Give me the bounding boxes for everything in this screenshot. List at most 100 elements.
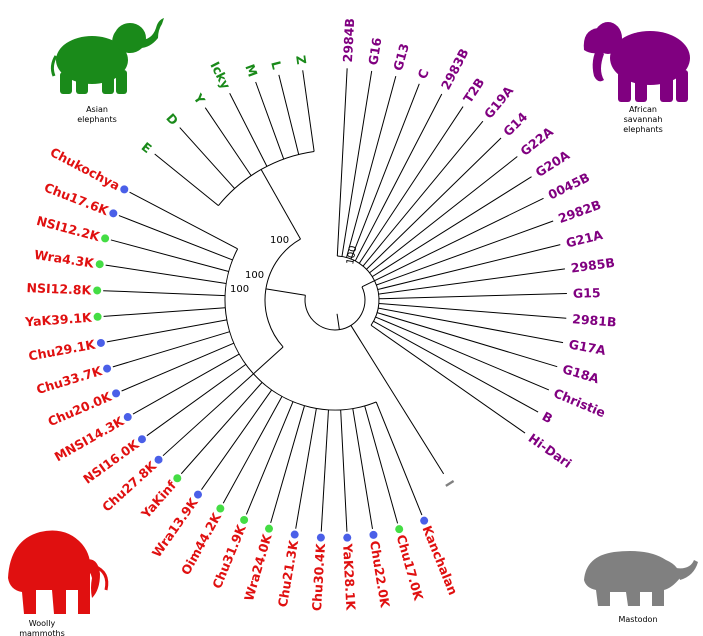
taxon-label: Z: [293, 54, 309, 65]
sample-dot: [420, 516, 429, 525]
branch: [260, 169, 301, 240]
taxon-label: 2981B: [572, 311, 617, 329]
branch-arc: [304, 286, 366, 331]
taxon-label: Wra24.0K: [241, 531, 275, 602]
sample-dot: [96, 338, 105, 347]
taxon-label: Y: [190, 90, 209, 108]
sample-dot: [343, 533, 352, 542]
sample-markers: [93, 185, 429, 542]
sample-dot: [395, 525, 404, 534]
branch: [110, 239, 229, 273]
branch: [340, 409, 348, 532]
branch: [103, 290, 226, 297]
branch: [162, 373, 254, 457]
branch: [370, 324, 526, 434]
sample-dot: [264, 524, 273, 533]
taxon-label: Kanchalan: [419, 523, 460, 597]
branch: [378, 268, 565, 295]
branch: [377, 244, 561, 290]
sample-dot: [93, 286, 102, 295]
branch: [118, 215, 233, 261]
branch: [373, 320, 539, 413]
branch: [201, 389, 273, 490]
taxon-label: 2983B: [438, 46, 472, 92]
branch-arc: [264, 238, 301, 348]
branch: [350, 83, 420, 260]
branch: [179, 127, 236, 189]
taxon-label: G14: [500, 109, 530, 139]
taxon-label: Chu17.0K: [394, 533, 427, 603]
bootstrap-value-african: 100: [345, 245, 359, 266]
mammoth-caption-line-2: mammoths: [19, 629, 65, 636]
branch: [278, 74, 300, 155]
branch: [146, 363, 247, 437]
taxon-label: NSI12.2K: [35, 213, 103, 245]
taxon-label: 0045B: [546, 169, 592, 202]
branch: [302, 70, 315, 152]
taxon-label: G22A: [517, 124, 556, 159]
sample-dot: [240, 515, 249, 524]
sample-dot: [120, 185, 129, 194]
branch: [255, 81, 285, 160]
sample-dot: [316, 533, 325, 542]
taxon-label: 2984B: [340, 18, 357, 63]
branch: [375, 401, 423, 516]
taxon-label: G21A: [564, 227, 604, 251]
sample-dot: [173, 474, 182, 483]
branch: [346, 75, 397, 258]
branch: [103, 307, 226, 317]
african-caption-line-2: savannah: [624, 115, 663, 124]
branch: [204, 107, 252, 176]
branch: [366, 137, 502, 270]
branch: [374, 197, 544, 282]
taxon-label: T2B: [460, 75, 487, 106]
branch: [222, 396, 283, 504]
branch: [270, 405, 305, 524]
asian-caption-line-2: elephants: [77, 115, 117, 124]
taxon-label: B: [540, 408, 556, 426]
branch: [105, 264, 227, 284]
taxon-label: G15: [573, 285, 601, 301]
taxon-label: Wra4.3K: [33, 247, 96, 271]
sample-dot: [193, 490, 202, 499]
sample-dot: [95, 260, 104, 269]
branch: [378, 293, 567, 300]
branch: [112, 331, 230, 368]
taxon-label: G13: [390, 42, 412, 73]
taxon-label: Christie: [551, 385, 607, 420]
branch: [378, 302, 567, 319]
african-elephant-silhouette: [583, 22, 690, 102]
taxon-label: L: [268, 60, 284, 71]
sample-dot: [103, 364, 112, 373]
branch: [180, 382, 263, 475]
taxon-label: D: [163, 110, 181, 128]
taxon-label: G19A: [481, 83, 517, 122]
taxon-label: Chu29.1K: [27, 336, 97, 363]
mastodon-silhouette: [584, 551, 698, 606]
sample-dot: [290, 530, 299, 539]
branch: [295, 408, 317, 529]
african-caption-line-3: elephants: [623, 125, 663, 134]
branch: [253, 346, 284, 375]
taxon-label: NSI12.8K: [26, 280, 93, 298]
sample-dot: [93, 312, 102, 321]
branch: [154, 153, 219, 206]
taxon-label: Hi-Dari: [526, 430, 575, 471]
branch: [369, 156, 518, 274]
taxon-label: E: [139, 139, 155, 156]
branch: [377, 312, 558, 368]
branch: [336, 313, 340, 330]
taxon-label: Chu33.7K: [35, 363, 105, 397]
taxon-label: G18A: [561, 361, 601, 386]
mastodon-caption: Mastodon: [618, 615, 657, 624]
branch: [358, 106, 464, 264]
branch: [336, 68, 348, 257]
mammoth-silhouette: [8, 530, 109, 614]
asian-caption-line-1: Asian: [86, 105, 108, 114]
branch: [375, 316, 550, 391]
taxon-label: M: [242, 62, 260, 79]
taxon-label: YaK28.1K: [340, 542, 359, 612]
sample-dot: [123, 413, 132, 422]
taxon-label: 2982B: [556, 197, 603, 226]
